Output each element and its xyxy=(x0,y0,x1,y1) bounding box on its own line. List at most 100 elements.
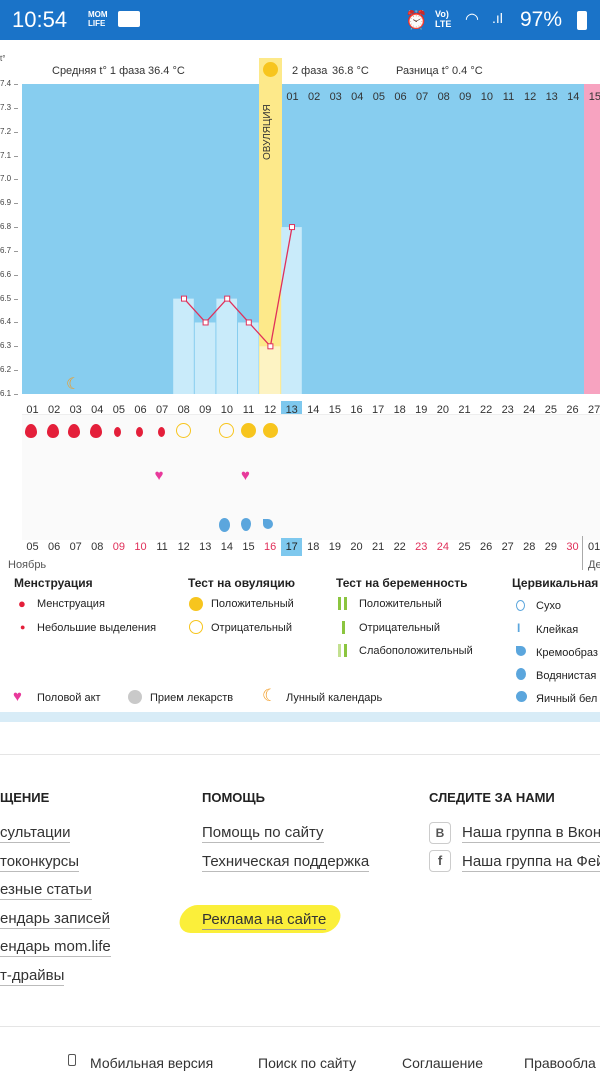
menstruation-drop-icon[interactable] xyxy=(25,424,37,438)
light-discharge-drop-icon[interactable] xyxy=(114,427,122,437)
footer-link-support[interactable]: Техническая поддержка xyxy=(202,853,370,872)
footer-link-consultations[interactable]: сультации xyxy=(0,824,71,843)
footer-col1-title: ЩЕНИЕ xyxy=(0,790,50,805)
menstruation-drop-icon[interactable] xyxy=(89,424,102,438)
calendar-day[interactable]: 19 xyxy=(328,541,342,553)
cycle-day[interactable]: 17 xyxy=(371,404,385,416)
calendar-day[interactable]: 21 xyxy=(371,541,385,553)
calendar-day[interactable]: 07 xyxy=(69,541,82,553)
calendar-day[interactable]: 14 xyxy=(220,541,234,553)
temperature-point[interactable] xyxy=(202,319,209,326)
temperature-point[interactable] xyxy=(181,295,187,302)
calendar-day[interactable]: 12 xyxy=(177,541,190,553)
calendar-day[interactable]: 06 xyxy=(47,541,61,553)
footer-link-calendar-momlife[interactable]: ендарь mom.life xyxy=(0,938,111,957)
ovulation-negative-mark[interactable] xyxy=(219,423,235,438)
calendar-day[interactable]: 18 xyxy=(307,541,320,553)
cycle-day[interactable]: 08 xyxy=(177,404,190,416)
cervical-watery-icon[interactable] xyxy=(219,518,231,532)
cycle-day[interactable]: 16 xyxy=(350,404,363,416)
footer-link-articles[interactable]: езные статьи xyxy=(0,881,92,900)
footer-link-photo-contests[interactable]: токонкурсы xyxy=(0,853,80,872)
calendar-day[interactable]: 27 xyxy=(501,541,514,553)
calendar-day[interactable]: 13 xyxy=(199,541,212,553)
temperature-point[interactable] xyxy=(289,224,295,231)
cycle-day[interactable]: 03 xyxy=(69,404,82,416)
calendar-day[interactable]: 05 xyxy=(26,541,39,553)
cycle-day[interactable]: 06 xyxy=(134,404,147,416)
cycle-day[interactable]: 04 xyxy=(91,404,104,416)
calendar-day[interactable]: 22 xyxy=(393,541,406,553)
ovulation-positive-mark[interactable] xyxy=(262,423,278,438)
bottom-link-agreement[interactable]: Соглашение xyxy=(402,1055,484,1071)
calendar-day[interactable]: 09 xyxy=(112,541,126,553)
intercourse-heart-icon[interactable]: ♥ xyxy=(241,467,250,484)
cycle-day[interactable]: 26 xyxy=(566,404,579,416)
bottom-link-search[interactable]: Поиск по сайту xyxy=(258,1055,357,1071)
cycle-day[interactable]: 27 xyxy=(587,404,600,416)
cycle-day[interactable]: 14 xyxy=(307,404,320,416)
footer-link-facebook-group[interactable]: Наша группа на Фей xyxy=(462,853,600,872)
cycle-day[interactable]: 24 xyxy=(523,404,536,416)
menstruation-drop-icon[interactable] xyxy=(46,424,59,438)
footer-link-calendar-records[interactable]: ендарь записей xyxy=(0,910,110,929)
cycle-day[interactable]: 23 xyxy=(501,404,514,416)
intercourse-heart-icon[interactable]: ♥ xyxy=(154,467,164,484)
cycle-day[interactable]: 22 xyxy=(479,404,493,416)
menstruation-drop-icon[interactable] xyxy=(68,424,81,438)
footer-link-help[interactable]: Помощь по сайту xyxy=(202,824,324,843)
calendar-day[interactable]: 20 xyxy=(350,541,363,553)
legend-title-cervical: Цервикальная xyxy=(512,576,599,590)
light-discharge-drop-icon[interactable] xyxy=(157,427,165,437)
calendar-day[interactable]: 28 xyxy=(523,541,536,553)
cycle-day[interactable]: 11 xyxy=(242,404,255,416)
calendar-day[interactable]: 10 xyxy=(134,541,147,553)
cycle-day[interactable]: 20 xyxy=(436,404,450,416)
cycle-day[interactable]: 10 xyxy=(220,404,234,416)
phase2-day: 01 xyxy=(286,91,299,103)
footer-link-test-drives[interactable]: т-драйвы xyxy=(0,967,65,986)
dry-icon xyxy=(516,600,525,611)
facebook-icon[interactable]: f xyxy=(429,850,451,872)
temperature-point[interactable] xyxy=(267,343,274,350)
footer-link-advertising[interactable]: Реклама на сайте xyxy=(202,911,327,930)
cycle-day[interactable]: 05 xyxy=(112,404,126,416)
footer-link-vk-group[interactable]: Наша группа в Вкон xyxy=(462,824,600,843)
cycle-day[interactable]: 01 xyxy=(26,404,39,416)
cycle-day[interactable]: 19 xyxy=(415,404,428,416)
light-discharge-drop-icon[interactable] xyxy=(136,427,143,437)
calendar-day[interactable]: 24 xyxy=(436,541,450,553)
calendar-day[interactable]: 30 xyxy=(566,541,579,553)
calendar-day[interactable]: 16 xyxy=(263,541,277,553)
temperature-point[interactable] xyxy=(224,295,231,302)
vk-icon[interactable]: В xyxy=(429,822,451,844)
calendar-day[interactable]: 17 xyxy=(281,538,303,556)
ovulation-positive-mark[interactable] xyxy=(241,423,256,438)
cervical-watery-icon[interactable] xyxy=(241,518,251,531)
ovulation-negative-mark[interactable] xyxy=(176,423,192,438)
cycle-day[interactable]: 15 xyxy=(328,404,342,416)
cervical-creamy-icon[interactable] xyxy=(262,519,273,529)
calendar-day[interactable]: 11 xyxy=(156,541,168,553)
cycle-day[interactable]: 18 xyxy=(393,404,406,416)
cycle-day[interactable]: 09 xyxy=(199,404,212,416)
calendar-day[interactable]: 29 xyxy=(544,541,558,553)
cycle-day[interactable]: 12 xyxy=(263,404,277,416)
cycle-day[interactable]: 07 xyxy=(155,404,169,416)
calendar-day[interactable]: 08 xyxy=(91,541,104,553)
calendar-day[interactable]: 15 xyxy=(242,541,255,553)
calendar-day[interactable]: 01 xyxy=(587,541,600,553)
temperature-point[interactable] xyxy=(245,319,252,326)
cycle-day[interactable]: 02 xyxy=(47,404,61,416)
cycle-day[interactable]: 21 xyxy=(458,404,471,416)
bottom-link-mobile[interactable]: Мобильная версия xyxy=(90,1055,214,1071)
temperature-bar xyxy=(238,322,259,394)
gridline xyxy=(14,346,18,348)
calendar-day[interactable]: 23 xyxy=(415,541,428,553)
ovulation-positive-icon xyxy=(189,597,203,611)
bottom-link-copyright[interactable]: Правообла xyxy=(524,1055,596,1071)
calendar-day[interactable]: 26 xyxy=(479,541,493,553)
calendar-day[interactable]: 25 xyxy=(458,541,471,553)
legend-cervical-dry: Сухо xyxy=(536,600,561,612)
cycle-day[interactable]: 25 xyxy=(544,404,558,416)
